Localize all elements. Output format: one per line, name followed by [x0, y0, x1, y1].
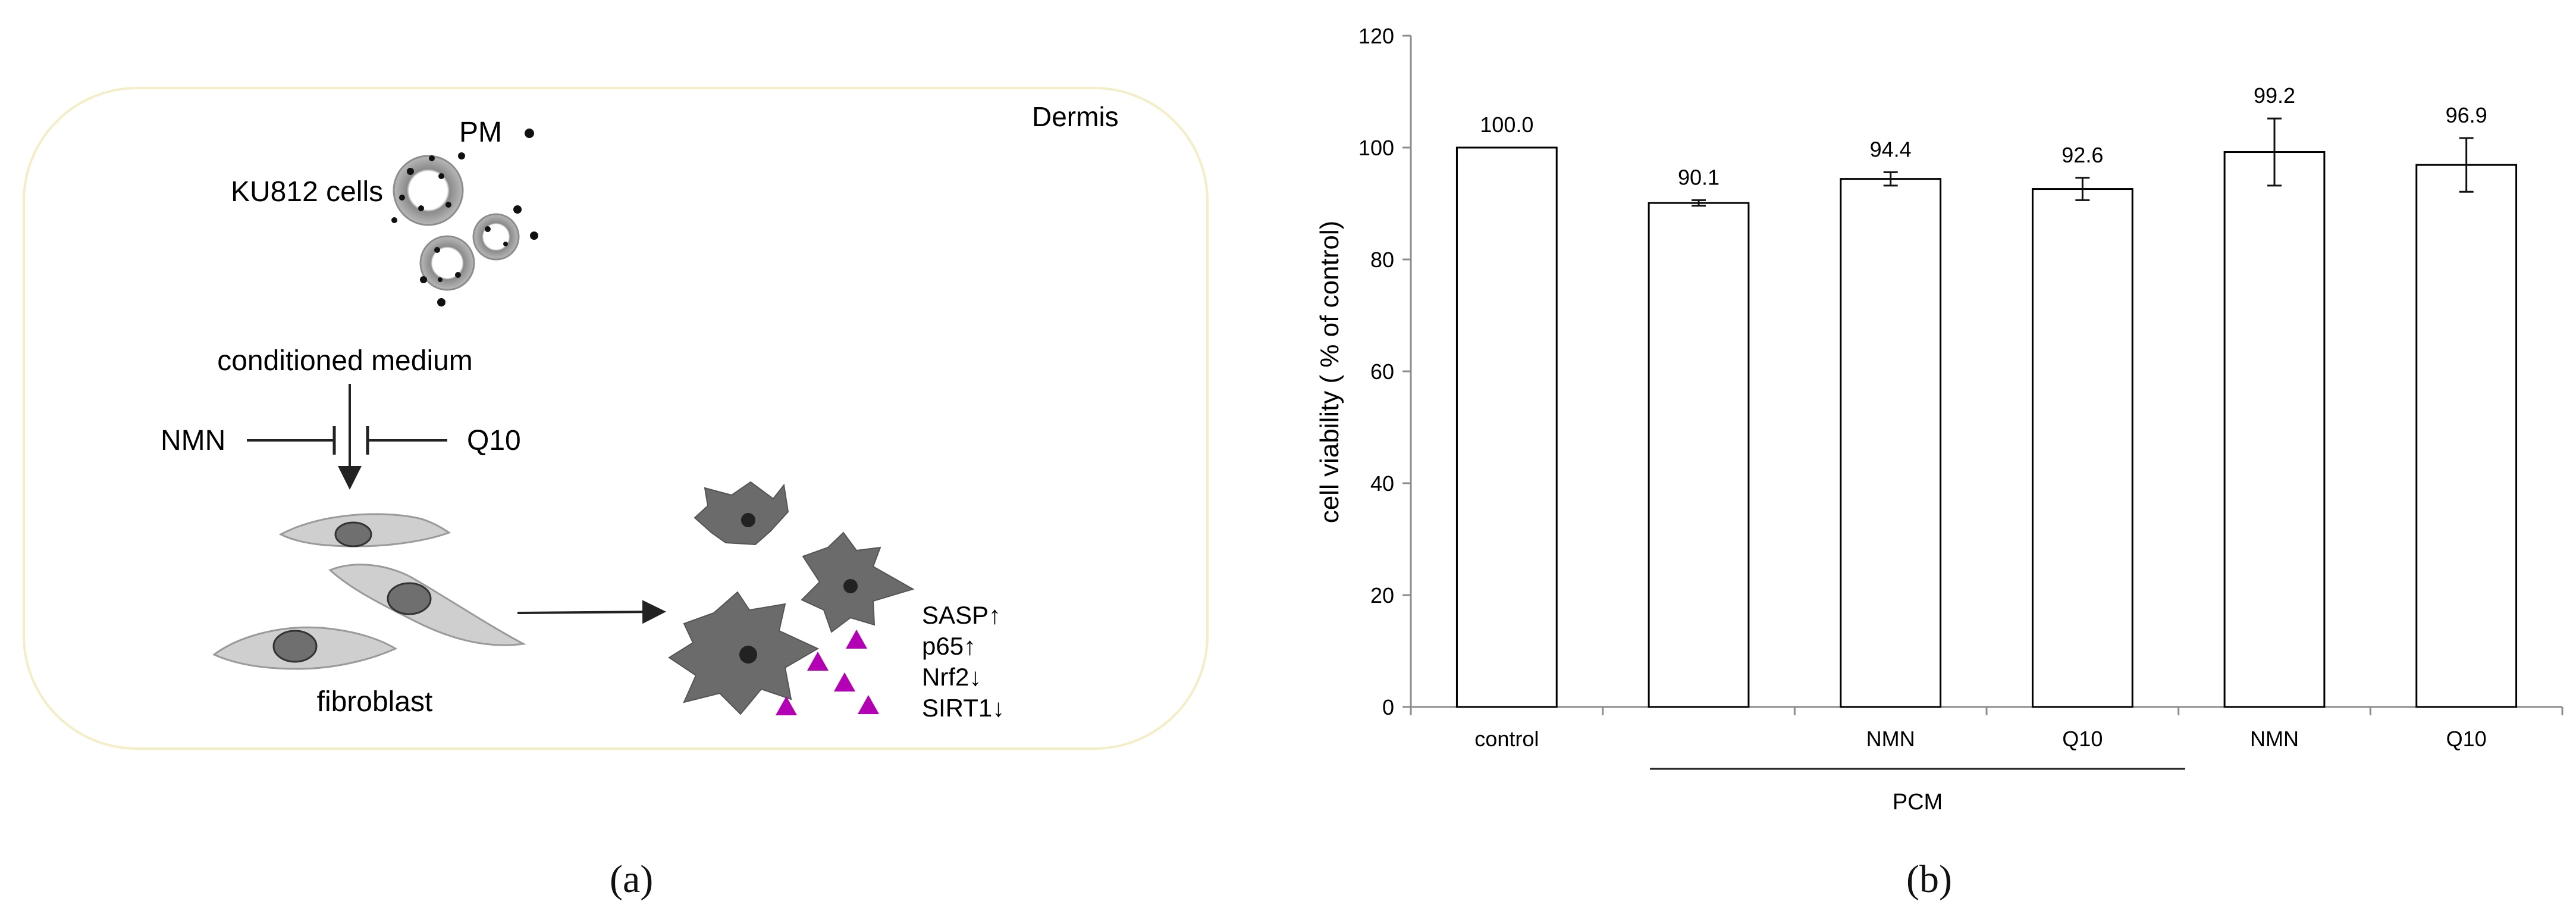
- x-axis-tick-labels: control NMN Q10 NMN Q10: [1474, 727, 2486, 751]
- data-label: 96.9: [2446, 103, 2487, 127]
- ku812-cell-cluster: [391, 152, 538, 306]
- y-tick-label: 100: [1358, 136, 1394, 160]
- marker-p65: p65↑: [922, 632, 976, 660]
- inhibitor-nmn-label: NMN: [161, 425, 225, 456]
- data-label: 90.1: [1678, 165, 1720, 189]
- ku812-cell: [393, 155, 464, 226]
- marker-list: SASP↑ p65↑ Nrf2↓ SIRT1↓: [922, 601, 1005, 722]
- x-tick-label: NMN: [1866, 727, 1915, 751]
- sasp-triangle: [846, 630, 867, 649]
- conditioned-medium-label: conditioned medium: [217, 345, 473, 377]
- pcm-group-label: PCM: [1893, 790, 1943, 815]
- marker-sasp: SASP↑: [922, 601, 1001, 629]
- senescent-nucleus: [843, 579, 858, 593]
- data-label: 94.4: [1870, 137, 1912, 161]
- panel-b-label: (b): [1906, 858, 1952, 901]
- panel-a-label: (a): [610, 858, 654, 901]
- y-tick-label: 80: [1370, 248, 1394, 272]
- fibroblast-nucleus: [387, 582, 432, 615]
- sasp-triangles: [776, 630, 879, 715]
- bar: [1840, 178, 1942, 708]
- y-tick-label: 0: [1382, 695, 1394, 719]
- data-label: 99.2: [2254, 83, 2295, 108]
- y-tick-label: 40: [1370, 471, 1394, 496]
- dermis-box: [23, 87, 1209, 750]
- x-tick-label: Q10: [2446, 727, 2487, 751]
- sasp-triangle: [807, 652, 829, 671]
- senescent-cell: [801, 531, 915, 633]
- y-axis-ticks: 0 20 40 60 80 100 120: [1358, 24, 1411, 719]
- fibroblast-nucleus: [334, 521, 372, 547]
- senescent-cells: [668, 481, 915, 715]
- bars: 100.0 90.1 94.4 92.6 99.2 96.9: [1455, 83, 2518, 708]
- ku812-cell: [472, 213, 520, 261]
- panel-a-diagram: Dermis PM KU812 cells conditioned medium…: [23, 87, 1209, 750]
- x-axis-separators: [1410, 707, 2564, 715]
- pm-label: PM: [459, 117, 502, 148]
- sasp-triangle: [858, 695, 879, 714]
- panel-b-bar-chart: cell viability ( % of control) 0 20 40 60 80…: [1315, 24, 2564, 815]
- fibroblast-cells: [212, 513, 526, 670]
- senescence-arrow: [517, 600, 666, 624]
- sasp-triangle: [834, 672, 855, 691]
- ku812-cell: [419, 235, 475, 291]
- ku812-label: KU812 cells: [231, 176, 383, 208]
- bar: [1648, 202, 1750, 708]
- data-label: 100.0: [1480, 112, 1533, 137]
- fibroblast-label: fibroblast: [317, 686, 433, 718]
- y-tick-label: 120: [1358, 24, 1394, 48]
- x-tick-label: Q10: [2062, 727, 2103, 751]
- bar: [2223, 151, 2326, 708]
- senescent-nucleus: [741, 513, 755, 527]
- senescent-nucleus: [739, 646, 757, 664]
- bar: [1455, 146, 1558, 708]
- bar: [2415, 164, 2518, 708]
- inhibitor-q10-label: Q10: [467, 425, 521, 456]
- bar: [2031, 188, 2133, 708]
- marker-sirt1: SIRT1↓: [922, 694, 1005, 722]
- x-tick-label: control: [1474, 727, 1539, 751]
- dermis-label: Dermis: [1032, 101, 1119, 132]
- fibroblast-nucleus: [272, 630, 318, 663]
- y-axis-label: cell viability ( % of control): [1315, 221, 1344, 524]
- pm-particle-icon: [525, 129, 534, 138]
- senescent-cell: [694, 481, 789, 546]
- y-tick-label: 60: [1370, 359, 1394, 384]
- marker-nrf2: Nrf2↓: [922, 663, 981, 691]
- data-label: 92.6: [2062, 143, 2103, 167]
- sasp-triangle: [776, 696, 797, 715]
- y-tick-label: 20: [1370, 583, 1394, 608]
- x-tick-label: NMN: [2250, 727, 2299, 751]
